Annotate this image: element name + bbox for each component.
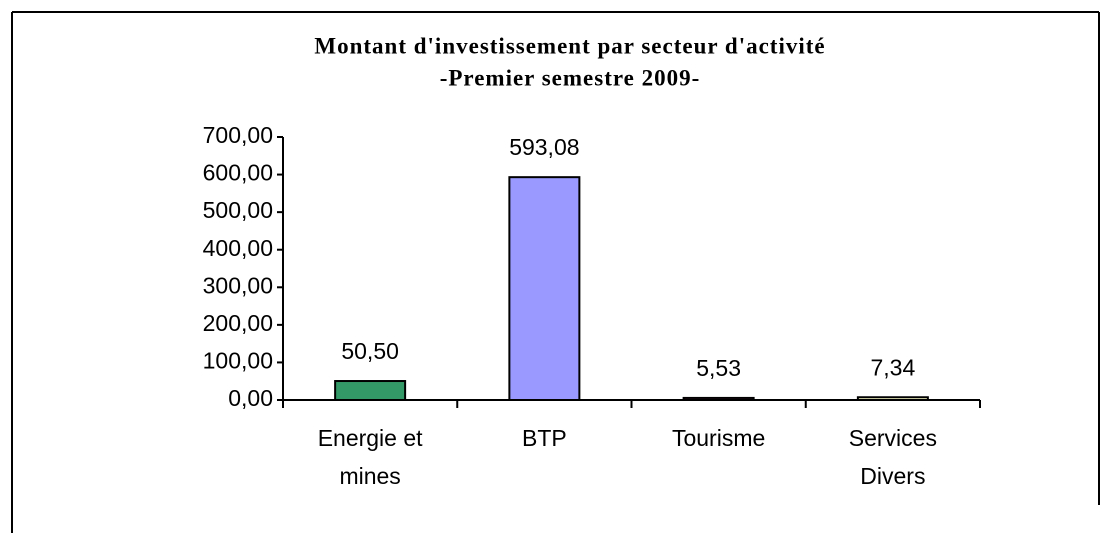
x-tick-label: Energie et xyxy=(318,425,423,451)
bar xyxy=(856,396,929,401)
y-tick-label: 600,00 xyxy=(203,160,273,186)
value-label: 593,08 xyxy=(509,134,579,160)
chart-subtitle: -Premier semestre 2009- xyxy=(440,65,701,90)
x-tick-label: BTP xyxy=(522,425,567,451)
y-tick-label: 0,00 xyxy=(228,385,273,411)
value-label: 5,53 xyxy=(696,355,741,381)
chart-title: Montant d'investissement par secteur d'a… xyxy=(314,33,825,58)
x-tick-label: Services xyxy=(849,425,937,451)
bar xyxy=(334,380,407,401)
y-tick-label: 300,00 xyxy=(203,272,273,298)
bar xyxy=(508,176,581,401)
x-tick-label: Tourisme xyxy=(672,425,765,451)
y-tick-label: 400,00 xyxy=(203,235,273,261)
y-tick-label: 200,00 xyxy=(203,310,273,336)
y-tick-label: 500,00 xyxy=(203,197,273,223)
value-label: 7,34 xyxy=(870,354,915,380)
y-tick-label: 700,00 xyxy=(203,122,273,148)
bar xyxy=(682,396,755,402)
y-tick-label: 100,00 xyxy=(203,348,273,374)
x-tick-label: mines xyxy=(339,463,400,489)
value-label: 50,50 xyxy=(341,338,399,364)
x-tick-label: Divers xyxy=(860,463,925,489)
